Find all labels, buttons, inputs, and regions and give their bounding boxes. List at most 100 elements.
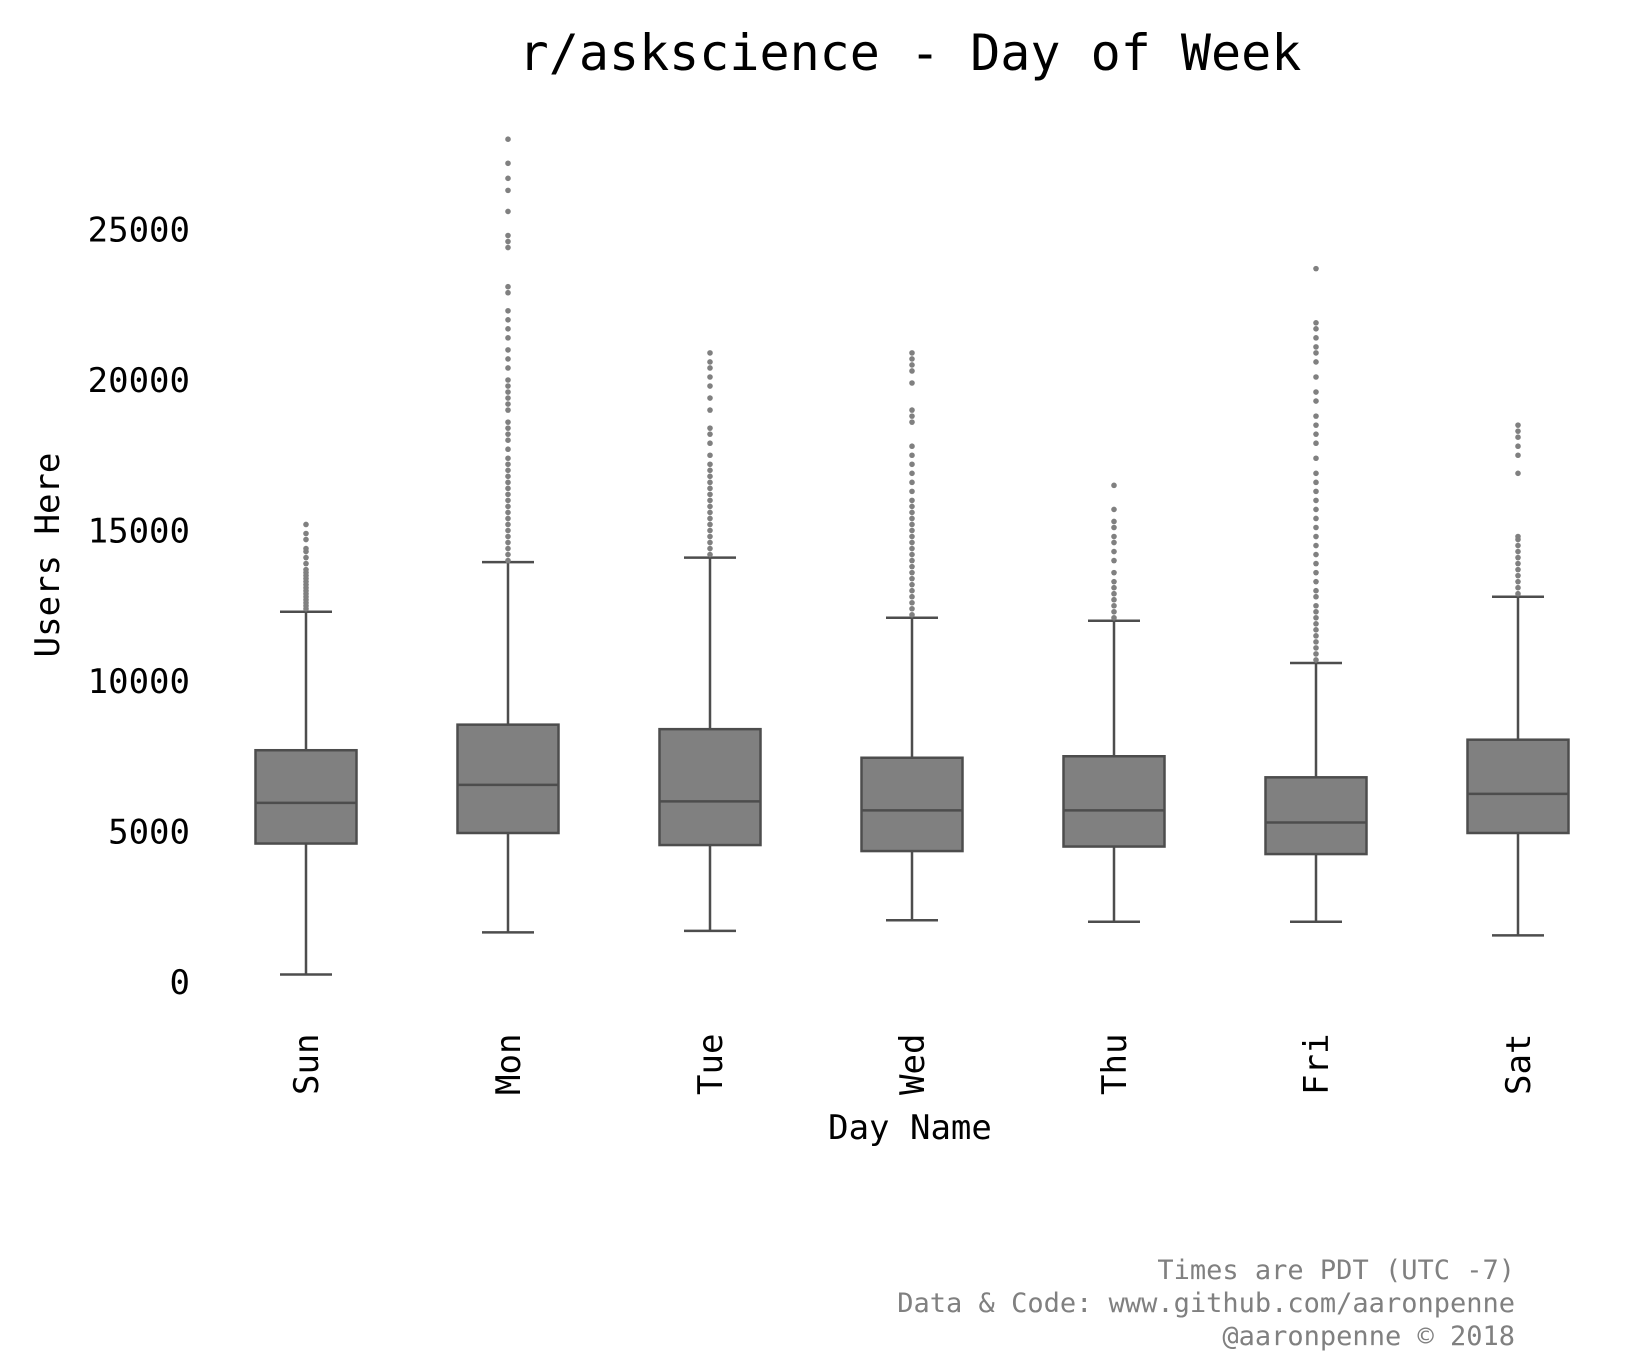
outlier-point	[1515, 578, 1521, 585]
outlier-point	[909, 479, 915, 486]
x-tick-label: Mon	[489, 1034, 529, 1095]
outlier-point	[1313, 488, 1319, 495]
outlier-point	[1313, 651, 1319, 657]
outlier-point	[1313, 506, 1319, 513]
outlier-point	[505, 289, 511, 296]
outlier-point	[1313, 398, 1319, 404]
outlier-point	[909, 575, 915, 582]
outlier-point	[909, 515, 915, 522]
y-axis-label: Users Here	[28, 453, 68, 658]
outlier-point	[1515, 542, 1521, 549]
outlier-point	[707, 452, 713, 459]
outlier-point	[707, 551, 713, 558]
plot-area: 0 5000 10000 15000 20000 25000 Sun Mon Tue Wed Thu…	[88, 136, 1570, 1095]
outlier-point	[505, 491, 511, 498]
outlier-point	[909, 497, 915, 504]
outlier-point	[505, 551, 511, 558]
outlier-point	[505, 307, 511, 314]
outlier-point	[505, 347, 511, 353]
box-wed	[860, 756, 964, 853]
outlier-point	[1313, 389, 1319, 395]
outlier-point	[505, 232, 511, 239]
outlier-point	[505, 335, 511, 341]
outlier-point	[505, 356, 511, 362]
y-tick-label: 25000	[88, 211, 190, 251]
outlier-point	[909, 380, 915, 386]
outlier-point	[909, 419, 915, 425]
outlier-point	[1313, 621, 1319, 627]
outlier-point	[909, 557, 915, 564]
outlier-point	[1313, 578, 1319, 585]
outlier-point	[909, 452, 915, 459]
outlier-point	[707, 383, 713, 389]
outlier-point	[909, 407, 915, 413]
box-sun	[254, 748, 358, 845]
outlier-point	[505, 461, 511, 468]
outlier-point	[1111, 578, 1117, 585]
outlier-point	[1313, 515, 1319, 522]
outlier-point	[1313, 455, 1319, 462]
outlier-point	[1111, 590, 1117, 597]
outlier-point	[1313, 335, 1319, 341]
outlier-point	[707, 539, 713, 546]
outlier-point	[505, 160, 511, 167]
outlier-point	[707, 527, 713, 534]
outlier-point	[1313, 524, 1319, 531]
outlier-point	[505, 365, 511, 371]
outlier-point	[1515, 566, 1521, 573]
outlier-point	[505, 238, 511, 245]
outlier-point	[505, 455, 511, 462]
outlier-point	[707, 425, 713, 431]
outlier-point	[505, 545, 511, 552]
x-axis-label: Day Name	[828, 1108, 992, 1148]
outlier-point	[1313, 350, 1319, 356]
outlier-point	[909, 488, 915, 495]
outlier-point	[1515, 422, 1521, 428]
outlier-point	[1111, 557, 1117, 564]
outlier-point	[707, 365, 713, 371]
outlier-point	[303, 560, 309, 567]
outlier-point	[1111, 608, 1117, 615]
x-tick-label: Tue	[691, 1034, 731, 1095]
x-tick-label: Thu	[1095, 1034, 1135, 1095]
outlier-point	[1111, 569, 1117, 576]
box-tue	[658, 727, 762, 847]
box-mon	[456, 723, 560, 835]
outlier-point	[1515, 590, 1521, 597]
outlier-point	[1313, 374, 1319, 380]
outlier-point	[1111, 602, 1117, 609]
outlier-point	[1111, 524, 1117, 531]
outlier-point	[1515, 434, 1521, 440]
outlier-point	[1313, 265, 1319, 272]
outlier-point	[303, 530, 309, 537]
outlier-point	[909, 593, 915, 600]
outlier-point	[909, 611, 915, 618]
outlier-point	[1313, 569, 1319, 576]
outlier-point	[1313, 440, 1319, 447]
outlier-point	[1313, 533, 1319, 540]
outlier-point	[707, 440, 713, 447]
outlier-point	[909, 563, 915, 570]
box-fri	[1264, 776, 1368, 856]
outlier-point	[909, 533, 915, 540]
outlier-point	[909, 527, 915, 534]
outlier-point	[505, 419, 511, 425]
x-tick-label: Sun	[287, 1034, 327, 1095]
outlier-point	[1313, 627, 1319, 633]
outlier-point	[909, 362, 915, 368]
footer-source: Data & Code: www.github.com/aaronpenne	[897, 1288, 1515, 1319]
outlier-point	[505, 479, 511, 486]
outlier-point	[1515, 584, 1521, 591]
outlier-point	[909, 461, 915, 468]
outlier-point	[505, 503, 511, 510]
outlier-point	[303, 566, 309, 573]
outlier-point	[505, 437, 511, 444]
outlier-point	[1515, 452, 1521, 459]
outlier-point	[707, 431, 713, 437]
outlier-point	[1313, 657, 1319, 663]
outlier-point	[1313, 326, 1319, 332]
outlier-point	[1313, 645, 1319, 651]
outlier-point	[707, 503, 713, 510]
outlier-point	[909, 413, 915, 419]
outlier-point	[1313, 614, 1319, 621]
